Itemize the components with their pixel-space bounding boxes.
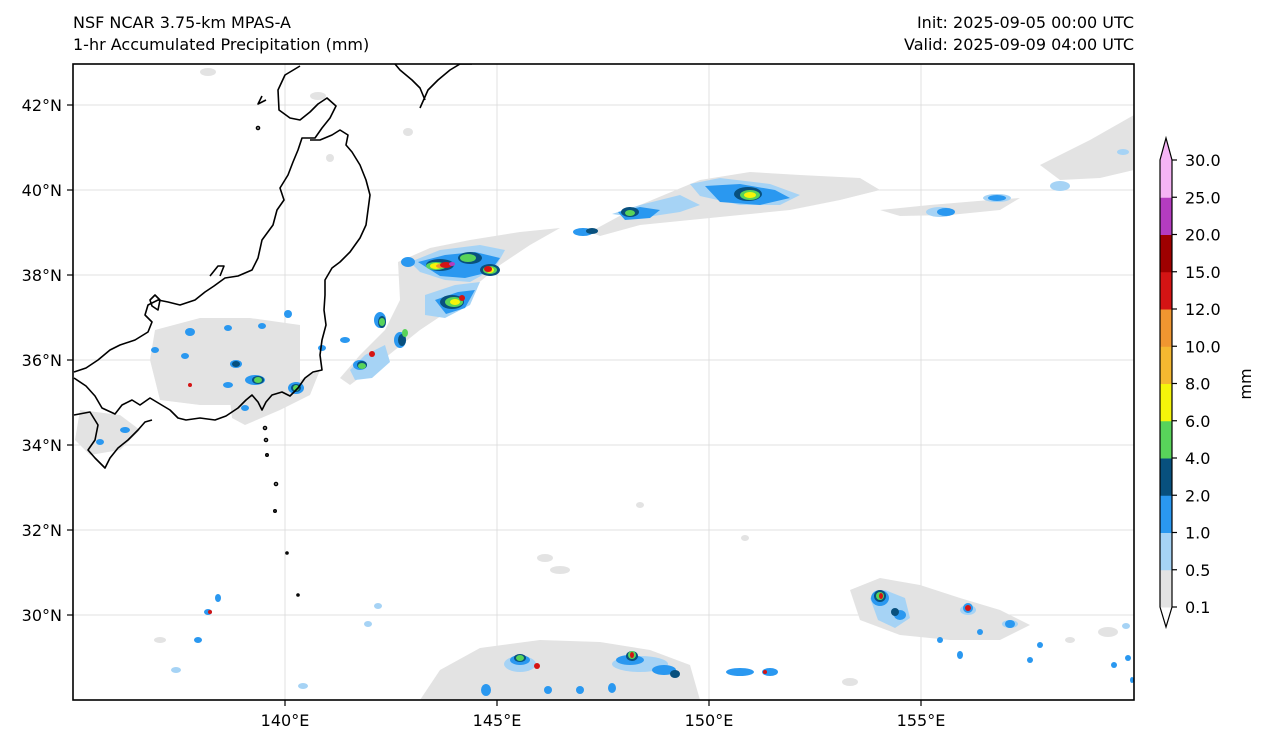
- lon-label-155: 155°E: [897, 711, 946, 730]
- precip-green: [254, 190, 884, 661]
- colorbar-tick-label: 12.0: [1185, 300, 1221, 319]
- lat-label-36: 36°N: [22, 351, 62, 370]
- lon-label-140: 140°E: [261, 711, 310, 730]
- colorbar-extend-high: [1160, 138, 1172, 160]
- lon-label-150: 150°E: [685, 711, 734, 730]
- colorbar-tick-label: 2.0: [1185, 486, 1210, 505]
- model-name: NSF NCAR 3.75-km MPAS-A: [73, 13, 291, 32]
- colorbar-segment: [1160, 383, 1172, 422]
- lon-axis: 140°E 145°E 150°E 155°E: [261, 700, 946, 730]
- colorbar-tick-label: 6.0: [1185, 412, 1210, 431]
- colorbar-segment: [1160, 569, 1172, 608]
- colorbar: 0.1 0.5 1.0 2.0 4.0 6.0 8.0 10.0 12.0 15.0 20.0 25.…: [1159, 135, 1255, 630]
- lat-label-42: 42°N: [22, 96, 62, 115]
- colorbar-tick-label: 30.0: [1185, 151, 1221, 170]
- colorbar-segment: [1160, 271, 1172, 310]
- colorbar-segment: [1160, 197, 1172, 235]
- colorbar-segment: [1160, 160, 1172, 198]
- map-frame: [72, 63, 1135, 701]
- colorbar-segment: [1160, 309, 1172, 347]
- coastline: [73, 64, 472, 597]
- colorbar-frame: [1159, 135, 1173, 630]
- colorbar-segment: [1160, 532, 1172, 571]
- colorbar-segment: [1160, 458, 1172, 496]
- title-right: Init: 2025-09-05 00:00 UTC Valid: 2025-0…: [904, 12, 1134, 56]
- colorbar-tick-label: 4.0: [1185, 449, 1210, 468]
- colorbar-segment: [1160, 234, 1172, 273]
- colorbar-segment: [1160, 420, 1172, 459]
- colorbar-tick-label: 10.0: [1185, 337, 1221, 356]
- lat-label-34: 34°N: [22, 436, 62, 455]
- colorbar-unit: mm: [1236, 368, 1255, 399]
- colorbar-segment: [1160, 495, 1172, 533]
- colorbar-tick-label: 25.0: [1185, 188, 1221, 207]
- colorbar-tick-label: 0.1: [1185, 598, 1210, 617]
- precip-red: [188, 262, 971, 674]
- field-name: 1-hr Accumulated Precipitation (mm): [73, 35, 370, 54]
- precip-magenta: [449, 262, 455, 266]
- valid-time: Valid: 2025-09-09 04:00 UTC: [903, 35, 1134, 54]
- lon-label-145: 145°E: [473, 711, 522, 730]
- colorbar-tick-label: 8.0: [1185, 375, 1210, 394]
- colorbar-tick-label: 20.0: [1185, 226, 1221, 245]
- lat-label-32: 32°N: [22, 521, 62, 540]
- colorbar-tick-label: 0.5: [1185, 561, 1210, 580]
- init-time: Init: 2025-09-05 00:00 UTC: [916, 13, 1134, 32]
- map-area: [73, 64, 1134, 700]
- colorbar-tick-label: 15.0: [1185, 263, 1221, 282]
- lat-label-30: 30°N: [22, 606, 62, 625]
- colorbar-extend-low: [1160, 607, 1172, 627]
- title-left: NSF NCAR 3.75-km MPAS-A 1-hr Accumulated…: [73, 12, 369, 56]
- lat-label-38: 38°N: [22, 266, 62, 285]
- colorbar-segments: [1160, 138, 1172, 627]
- lat-label-40: 40°N: [22, 181, 62, 200]
- colorbar-ticks: 0.1 0.5 1.0 2.0 4.0 6.0 8.0 10.0 12.0 15.0 20.0 25.…: [1172, 151, 1221, 617]
- colorbar-segment: [1160, 346, 1172, 384]
- lat-axis: 42°N 40°N 38°N 36°N 34°N 32°N 30°N: [22, 96, 73, 625]
- colorbar-tick-label: 1.0: [1185, 524, 1210, 543]
